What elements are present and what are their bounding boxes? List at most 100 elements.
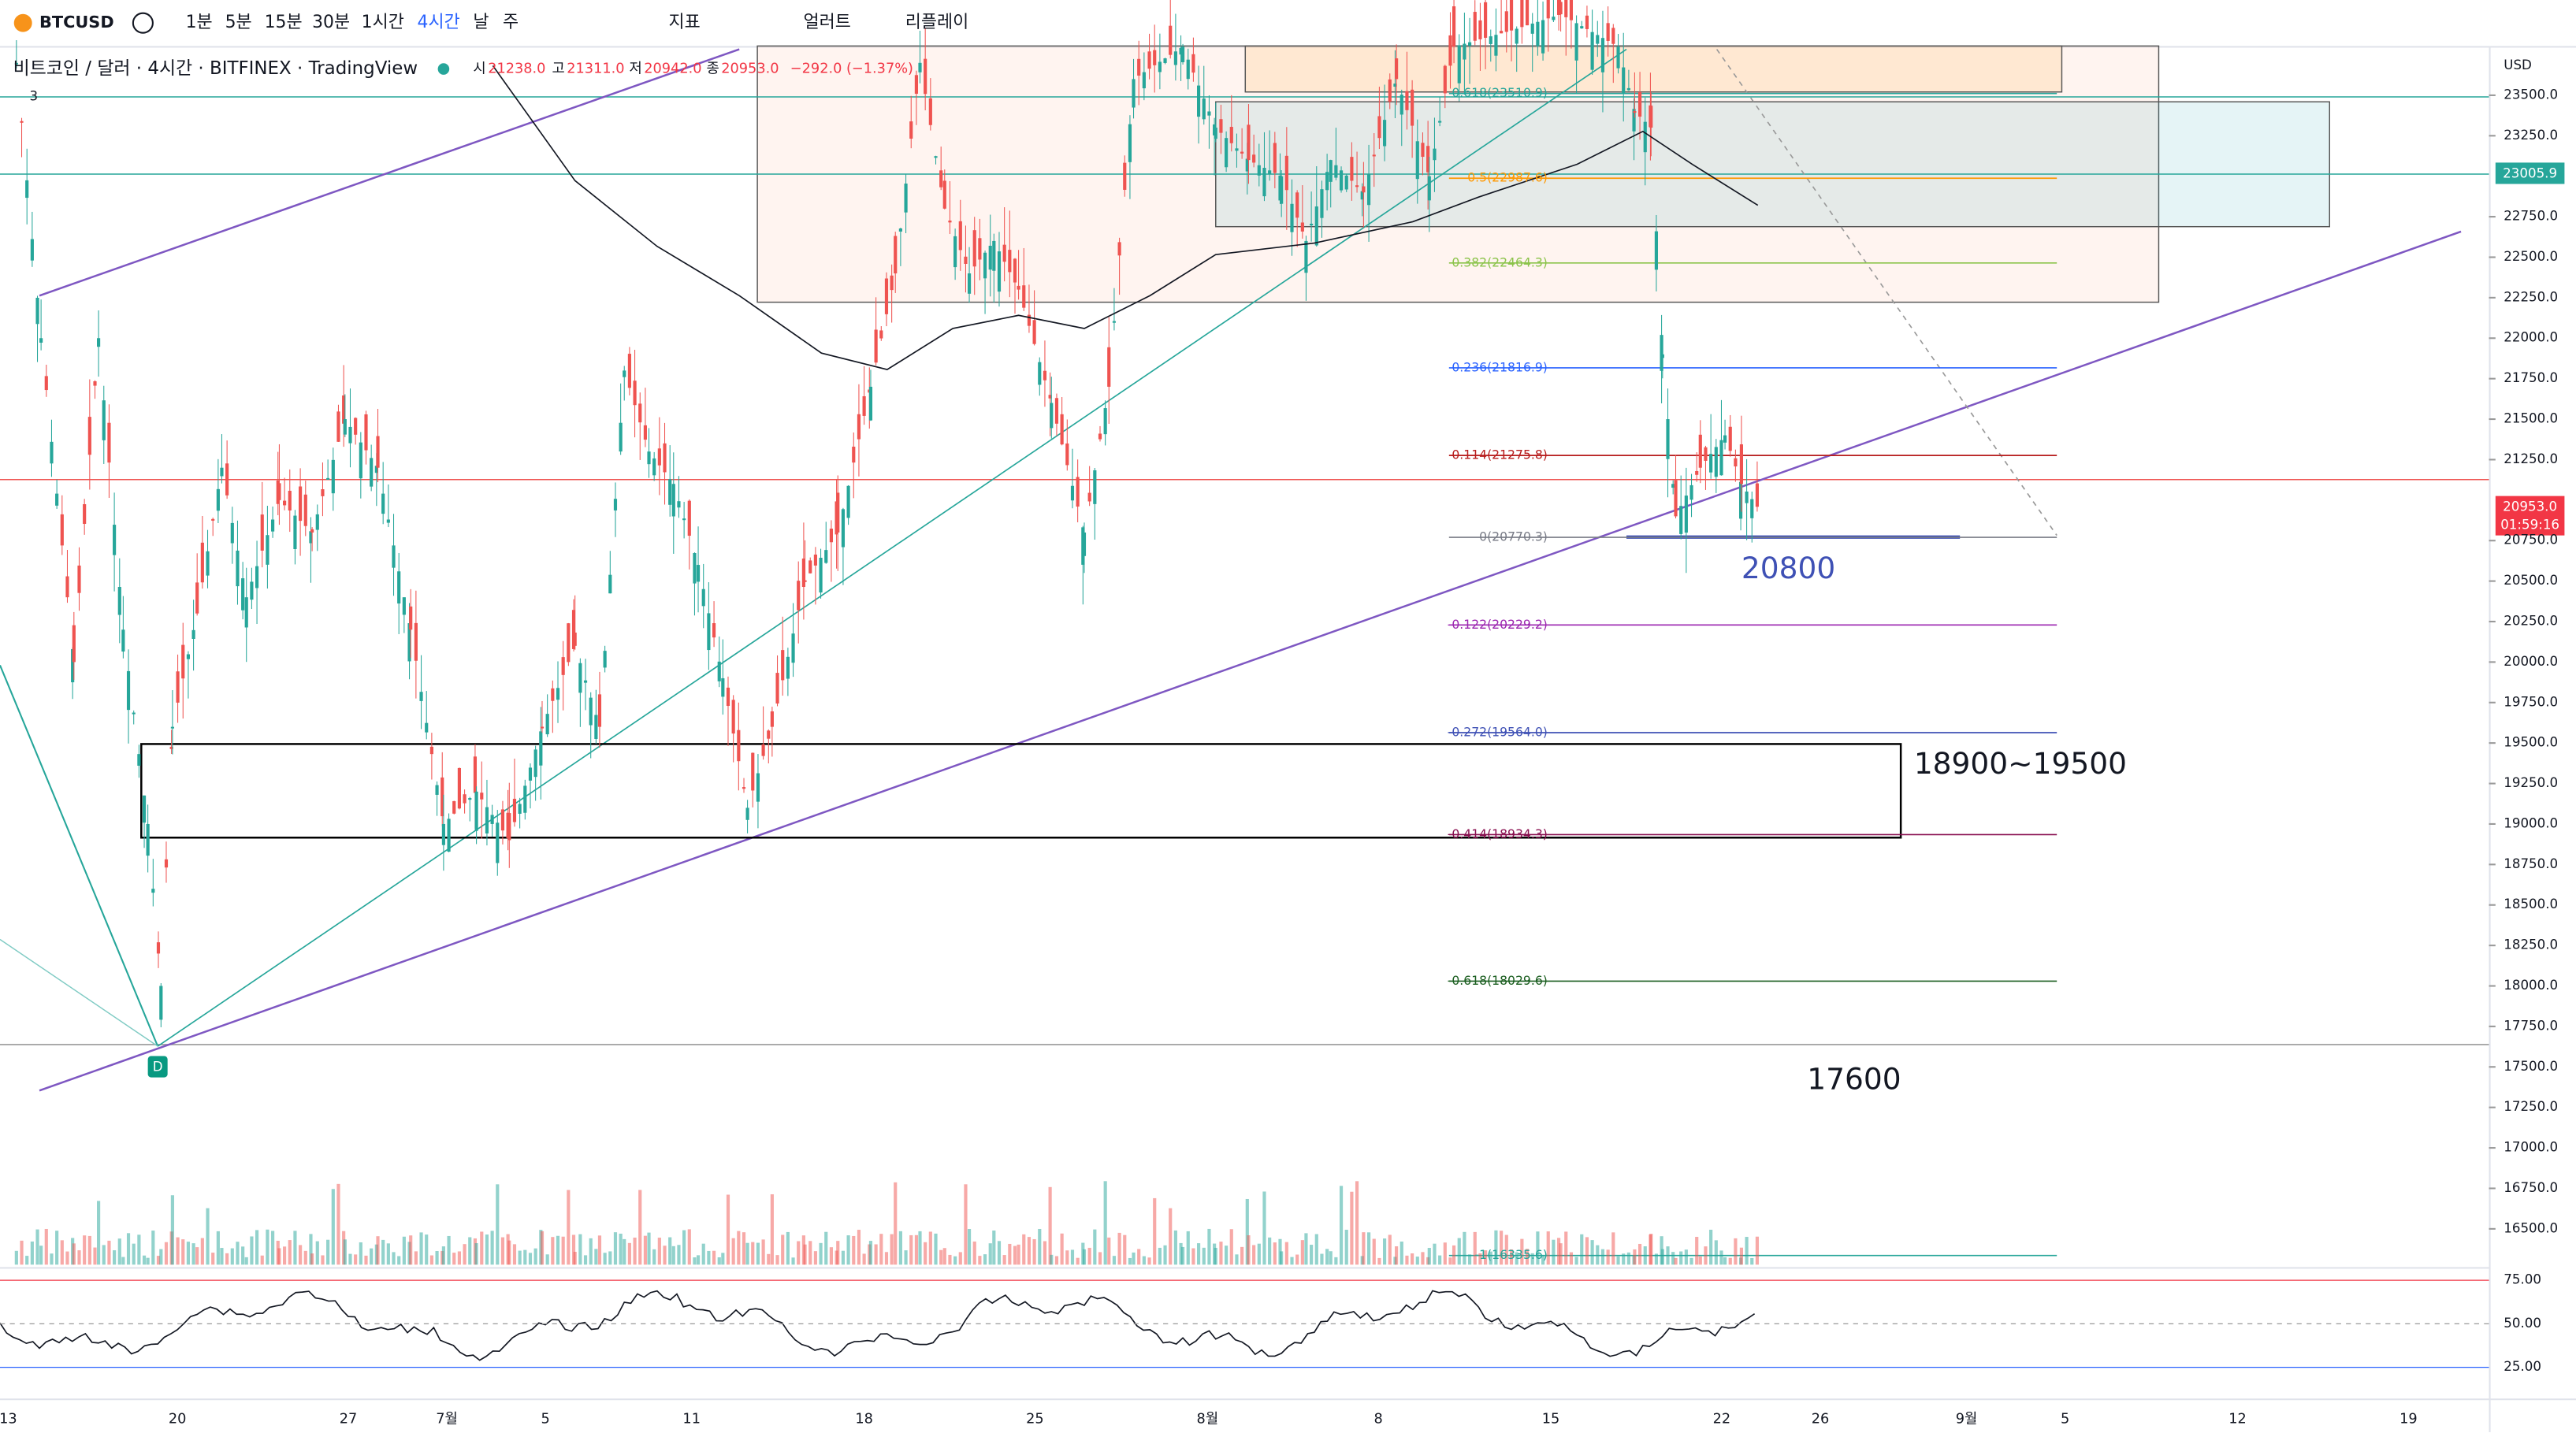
interval-button[interactable]: 1시간 xyxy=(362,13,404,32)
interval-button[interactable]: 5분 xyxy=(225,13,252,32)
volume-bar xyxy=(1494,1230,1498,1265)
candle-body xyxy=(737,729,741,762)
fib-label: 0.5(22987.6) xyxy=(1467,170,1548,185)
candle-body xyxy=(603,651,607,668)
candle-body xyxy=(647,451,651,465)
candle-body xyxy=(770,711,774,727)
volume-bar xyxy=(1750,1257,1754,1265)
candle-body xyxy=(1556,0,1561,15)
volume-bar xyxy=(1745,1237,1749,1265)
volume-bar xyxy=(997,1241,1002,1265)
candle-body xyxy=(1219,119,1223,133)
candle-body xyxy=(868,386,873,421)
add-symbol[interactable] xyxy=(132,12,154,34)
candle-body xyxy=(1284,155,1288,191)
candle-body xyxy=(890,275,894,291)
fib-label: -0.414(18934.3) xyxy=(1448,826,1548,841)
candle-body xyxy=(924,58,927,95)
candle-body xyxy=(156,942,161,954)
price-tick-label: 18750.0 xyxy=(2504,856,2558,871)
candle-body xyxy=(533,749,537,778)
volume-bar xyxy=(884,1252,889,1265)
volume-bar xyxy=(1637,1243,1642,1265)
interval-button[interactable]: 날 xyxy=(473,13,489,32)
candle-body xyxy=(643,425,648,440)
candle-body xyxy=(1415,141,1419,180)
candle-body xyxy=(1649,106,1653,128)
candle-body xyxy=(77,565,81,593)
alert-button[interactable]: 얼러트 xyxy=(803,13,850,32)
interval-button[interactable]: 주 xyxy=(503,13,519,32)
interval-button[interactable]: 30분 xyxy=(312,13,350,32)
volume-bar xyxy=(1580,1234,1584,1265)
candle-body xyxy=(236,550,240,587)
volume-bar xyxy=(1509,1249,1514,1265)
price-tick-label: 22500.0 xyxy=(2504,249,2558,264)
volume-bar xyxy=(523,1249,527,1265)
candle-body xyxy=(381,493,385,514)
volume-bar xyxy=(1649,1234,1653,1265)
interval-button[interactable]: 1분 xyxy=(186,13,213,32)
volume-bar xyxy=(573,1252,577,1265)
candle-body xyxy=(230,522,234,544)
volume-bar xyxy=(742,1232,746,1265)
volume-bar xyxy=(468,1237,472,1265)
volume-bar xyxy=(819,1242,823,1265)
volume-bar xyxy=(909,1234,913,1265)
range-box xyxy=(1244,45,2063,93)
candle-body xyxy=(742,787,746,789)
candle-body xyxy=(1559,2,1563,15)
volume-bar xyxy=(1280,1251,1284,1265)
volume-bar xyxy=(1415,1257,1419,1265)
candle-body xyxy=(696,565,701,582)
candle-body xyxy=(452,800,456,814)
volume-bar xyxy=(518,1250,522,1265)
volume-bar xyxy=(1395,1246,1399,1265)
volume-bar xyxy=(1344,1230,1348,1265)
candle-body xyxy=(1202,98,1206,120)
candle-body xyxy=(206,551,210,576)
candle-body xyxy=(874,329,878,363)
candle-body xyxy=(1032,320,1036,344)
candle-body xyxy=(164,859,169,868)
volume-bar xyxy=(39,1246,43,1265)
volume-bar xyxy=(652,1249,656,1265)
candle-body xyxy=(463,794,467,804)
candle-body xyxy=(1098,433,1102,440)
currency[interactable]: USD xyxy=(2504,58,2532,72)
symbol[interactable]: BTCUSD xyxy=(39,13,114,32)
volume-bar xyxy=(1043,1241,1047,1265)
candle-body xyxy=(364,414,368,451)
volume-bar xyxy=(1541,1255,1545,1265)
candle-body xyxy=(1536,21,1540,46)
interval-button[interactable]: 4시간 xyxy=(418,13,460,32)
candle-body xyxy=(1750,499,1754,518)
candle-body xyxy=(409,606,413,630)
candle-body xyxy=(1048,395,1052,399)
candle-body xyxy=(225,463,229,496)
indicators-button[interactable]: 지표 xyxy=(669,13,701,32)
price-tick-label: 19500.0 xyxy=(2504,735,2558,750)
candle-body xyxy=(1179,47,1183,55)
replay-button[interactable]: 리플레이 xyxy=(905,13,969,32)
candle-body xyxy=(846,485,850,518)
candle-body xyxy=(693,552,697,584)
volume-bar xyxy=(1728,1257,1732,1265)
volume-bar xyxy=(571,1234,576,1265)
candle-body xyxy=(176,671,180,703)
candle-body xyxy=(1698,434,1702,468)
candle-body xyxy=(1654,231,1659,270)
volume-bar xyxy=(512,1244,517,1265)
candle-body xyxy=(473,756,478,793)
indicator-count[interactable]: 3 xyxy=(30,89,39,104)
candle-body xyxy=(1142,72,1146,89)
candle-body xyxy=(1611,28,1615,44)
price-tick-label: 19250.0 xyxy=(2504,775,2558,790)
volume-bar xyxy=(663,1246,667,1265)
candle-body xyxy=(894,236,898,274)
candle-body xyxy=(1087,492,1091,502)
interval-button[interactable]: 15분 xyxy=(265,13,303,32)
candle-body xyxy=(1107,347,1111,387)
volume-bar xyxy=(1153,1197,1157,1265)
candle-body xyxy=(958,221,962,251)
